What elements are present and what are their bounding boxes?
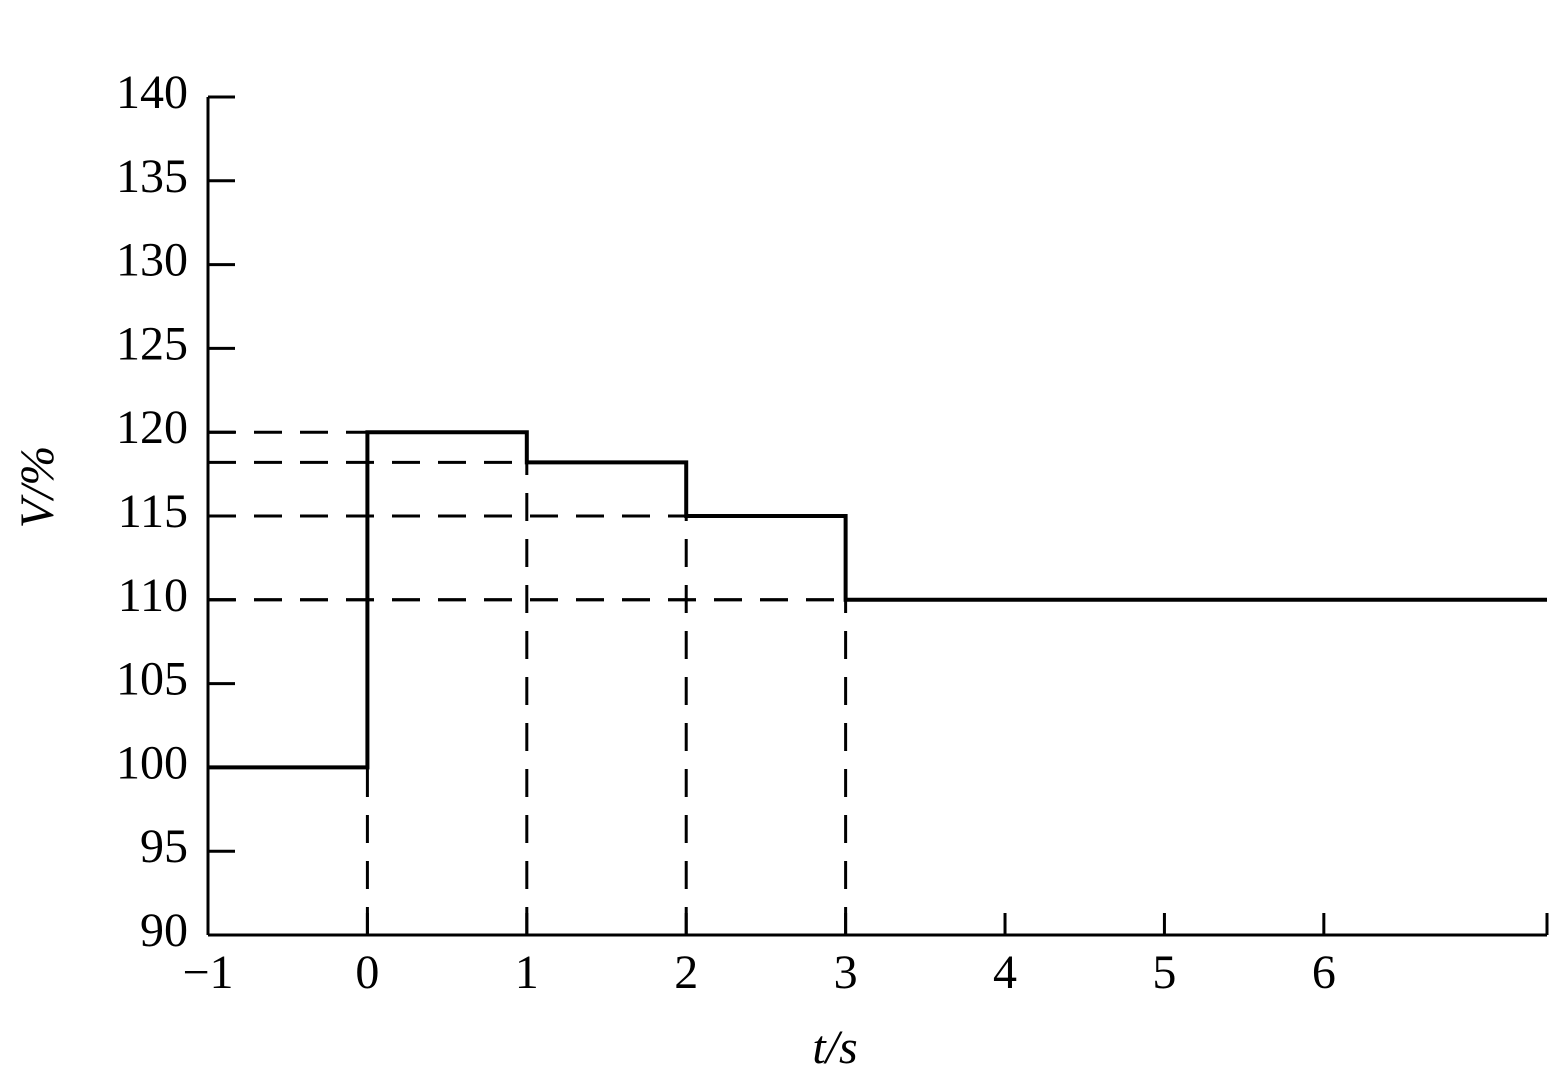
y-tick-label: 105 (116, 653, 188, 706)
x-tick-label: 2 (674, 946, 698, 999)
x-axis-label: t/s (812, 1021, 857, 1074)
x-tick-label: 0 (355, 946, 379, 999)
x-tick-label: 4 (993, 946, 1017, 999)
y-tick-label: 140 (116, 66, 188, 119)
y-tick-label: 120 (116, 401, 188, 454)
x-tick-label: −1 (182, 946, 233, 999)
y-axis-label: V/% (11, 446, 64, 529)
y-tick-label: 95 (140, 820, 188, 873)
y-tick-label: 90 (140, 904, 188, 957)
x-tick-label: 3 (834, 946, 858, 999)
y-tick-label: 125 (116, 317, 188, 370)
y-tick-label: 100 (116, 736, 188, 789)
y-tick-label: 110 (118, 569, 188, 622)
y-tick-label: 115 (118, 485, 188, 538)
y-tick-label: 135 (116, 150, 188, 203)
y-tick-label: 130 (116, 234, 188, 287)
x-tick-label: 1 (515, 946, 539, 999)
step-line (208, 430, 1547, 770)
x-tick-label: 6 (1312, 946, 1336, 999)
x-tick-label: 5 (1152, 946, 1176, 999)
